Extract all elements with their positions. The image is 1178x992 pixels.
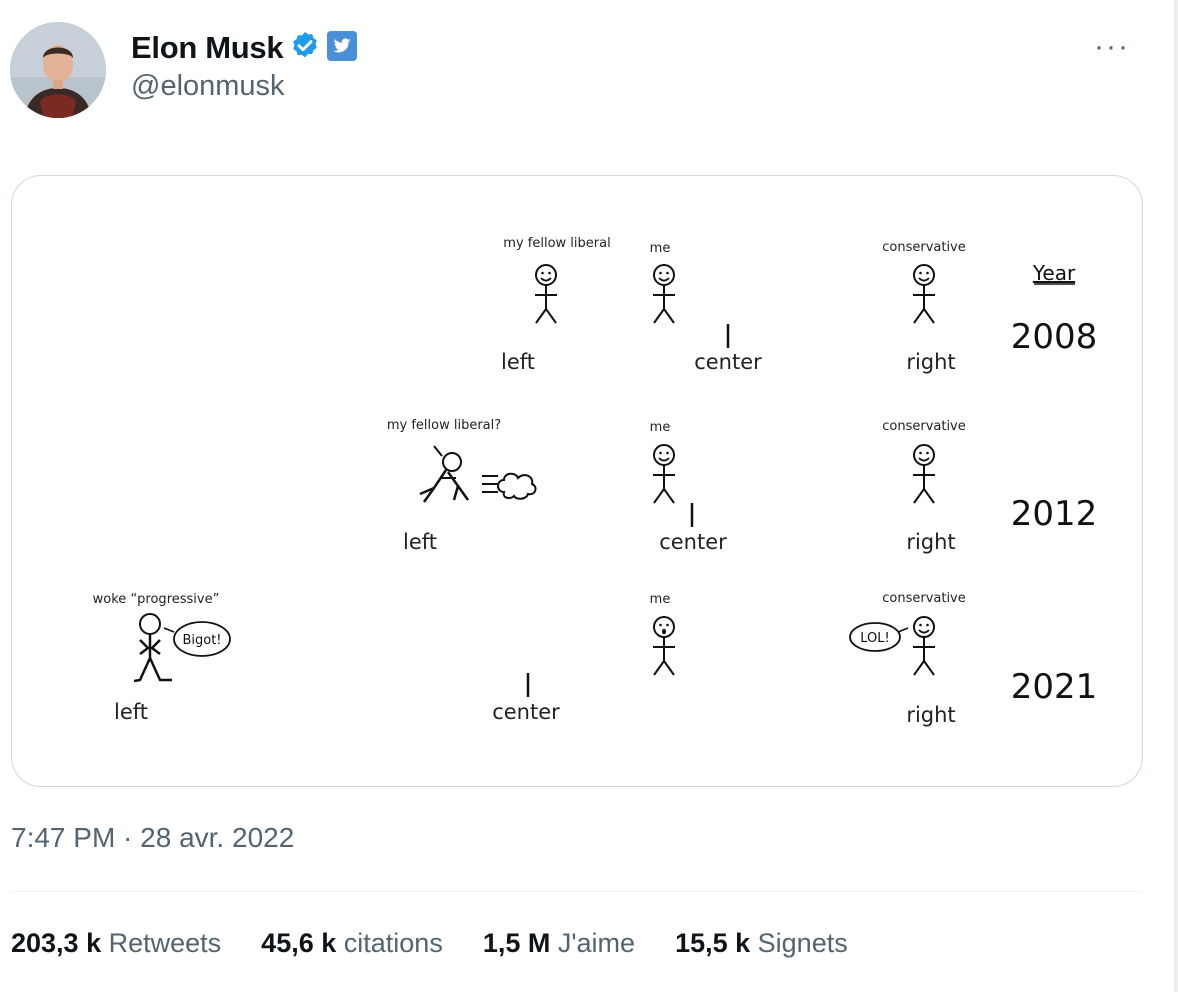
label-center: center [694,350,762,374]
stick-figure-me [653,445,675,503]
author-name[interactable]: Elon Musk [131,30,283,66]
speech-bubble-bigot: Bigot! [164,622,230,656]
twitter-bird-icon [327,31,357,66]
tweet-timestamp[interactable]: 7:47 PM · 28 avr. 2022 [11,822,294,854]
bubble-text-lol: LOL! [860,631,889,646]
caption-woke: woke “progressive” [93,592,220,607]
author-handle[interactable]: @elonmusk [131,70,285,103]
caption-conservative: conservative [882,591,966,606]
spectrum-row-2008: left center right 2008 my fellow liberal… [501,236,1097,374]
label-right: right [906,703,955,727]
caption-me: me [650,241,671,256]
stick-figure-me [653,265,675,323]
label-center: center [659,530,727,554]
stat-label: citations [344,928,443,958]
author-row: Elon Musk [131,28,357,68]
stick-figure-woke [134,614,172,681]
more-horizontal-icon[interactable]: ··· [1094,30,1130,64]
spectrum-row-2012: left center right 2012 my fellow liberal… [387,418,1097,554]
stat-retweets[interactable]: 203,3 k Retweets [11,928,221,959]
label-center: center [492,700,560,724]
bubble-text-bigot: Bigot! [182,633,221,648]
divider [11,891,1141,892]
label-left: left [114,700,148,724]
stat-number: 45,6 k [261,928,336,958]
verified-badge-icon [289,30,321,67]
caption-liberal: my fellow liberal? [387,418,501,433]
stat-quotes[interactable]: 45,6 k citations [261,928,443,959]
year-header: Year [1032,261,1076,285]
stat-number: 203,3 k [11,928,101,958]
label-right: right [906,350,955,374]
stick-figure-conservative [913,617,935,675]
stick-figure-me-surprised [653,617,675,675]
year-label: 2021 [1011,667,1098,707]
stat-label: J'aime [558,928,635,958]
caption-me: me [650,420,671,435]
stick-figure-liberal [535,265,557,323]
year-label: 2008 [1011,317,1098,357]
spectrum-row-2021: left center right 2021 woke “progressive… [93,591,1098,727]
engagement-stats: 203,3 k Retweets 45,6 k citations 1,5 M … [11,928,848,959]
window-edge [1174,0,1178,992]
stat-number: 15,5 k [675,928,750,958]
speech-bubble-lol: LOL! [850,623,908,651]
caption-liberal: my fellow liberal [503,236,610,251]
caption-conservative: conservative [882,419,966,434]
stat-likes[interactable]: 1,5 M J'aime [483,928,635,959]
caption-conservative: conservative [882,240,966,255]
caption-me: me [650,592,671,607]
stat-bookmarks[interactable]: 15,5 k Signets [675,928,848,959]
stat-label: Retweets [109,928,222,958]
stat-number: 1,5 M [483,928,551,958]
label-left: left [501,350,535,374]
running-figure-icon [420,446,468,502]
year-label: 2012 [1011,494,1098,534]
label-right: right [906,530,955,554]
tweet-media[interactable]: Year left center right 2008 my fellow li… [11,175,1143,787]
label-left: left [403,530,437,554]
speed-cloud-icon [482,474,535,499]
avatar[interactable] [10,22,106,118]
stick-figure-conservative [913,265,935,323]
stat-label: Signets [758,928,848,958]
stick-figure-conservative [913,445,935,503]
